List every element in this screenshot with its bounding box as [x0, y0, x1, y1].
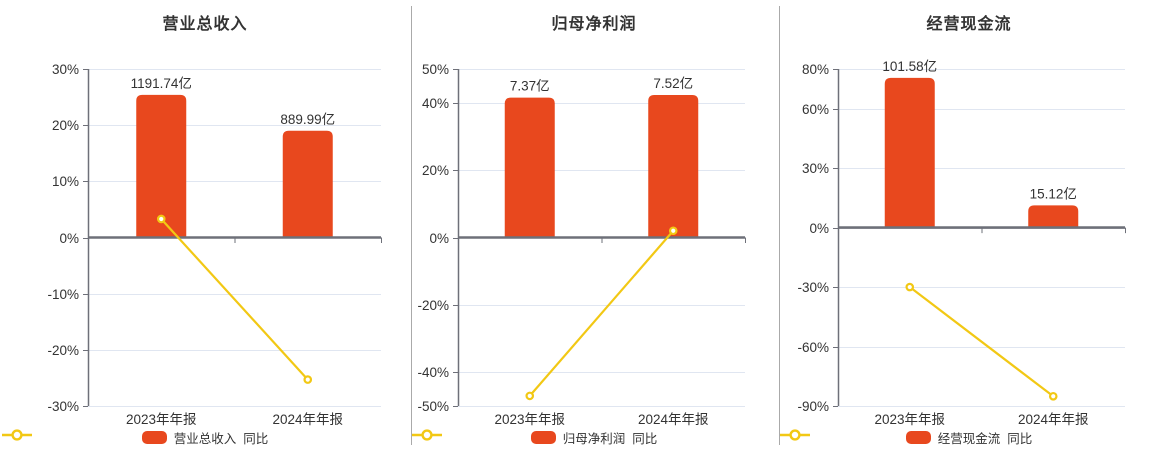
bar-value-label: 7.52亿: [653, 76, 693, 91]
yoy-marker: [525, 391, 535, 401]
panel-plot: 50% 40% 20% 0% -20% -40% -50% 7.37亿 7.52亿 2023年年报…: [417, 62, 746, 427]
y-tick-label: 40%: [422, 96, 449, 111]
y-tick-label: -50%: [417, 399, 449, 414]
yoy-line: [160, 218, 309, 381]
y-tick-label: 30%: [52, 62, 79, 77]
legend-line-marker-icon: [2, 429, 32, 441]
yoy-marker: [668, 226, 678, 236]
legend-line-label: 同比: [632, 431, 658, 446]
yoy-line: [528, 230, 675, 397]
legend-bar-swatch-icon: [905, 430, 931, 444]
bar-1: [136, 94, 187, 238]
bar-1: [504, 97, 555, 238]
legend-line-marker-icon: [780, 429, 810, 441]
x-category-label: 2024年年报: [272, 412, 343, 427]
legend-bar-label: 经营现金流: [937, 431, 1001, 446]
x-category-label: 2023年年报: [874, 412, 945, 427]
bar-value-label: 7.37亿: [510, 79, 550, 94]
y-tick-label: 10%: [52, 174, 79, 189]
legend-bar-swatch-icon: [530, 430, 556, 444]
yoy-marker: [156, 214, 166, 224]
bar-value-label: 15.12亿: [1030, 186, 1077, 201]
chart-panel-3: 经营现金流 80% 60% 30% 0% -30% -60% -90% 101.58亿 15.12…: [778, 0, 1160, 450]
bar-2: [282, 130, 333, 238]
panel-divider-2: [778, 6, 780, 445]
panel-plot: 30% 20% 10% 0% -10% -20% -30% 1191.74亿 889.99亿 20…: [47, 62, 382, 427]
x-category-label: 2023年年报: [494, 412, 565, 427]
bar-value-label: 889.99亿: [280, 112, 335, 127]
chart-panel-1: 营业总收入 30% 20% 10% 0% -10% -20% -30% 1191.74亿 889.…: [0, 0, 410, 450]
x-category-label: 2024年年报: [1018, 412, 1089, 427]
y-tick-label: 60%: [802, 102, 829, 117]
legend-bar-swatch-icon: [141, 430, 167, 444]
panel-legend: 归母净利润 同比: [410, 428, 778, 446]
y-tick-label: -90%: [797, 399, 829, 414]
y-tick-label: -30%: [47, 399, 79, 414]
bar-value-label: 101.58亿: [882, 59, 937, 74]
x-category-label: 2023年年报: [126, 412, 197, 427]
bar-2: [1028, 205, 1079, 228]
y-tick-label: 20%: [422, 163, 449, 178]
y-tick-label: 80%: [802, 62, 829, 77]
panel-plot: 80% 60% 30% 0% -30% -60% -90% 101.58亿 15.12亿 2023…: [797, 59, 1126, 427]
legend-bar-label: 营业总收入: [173, 431, 237, 446]
panel-legend: 营业总收入 同比: [0, 428, 410, 446]
bar-value-label: 1191.74亿: [131, 76, 192, 91]
yoy-marker: [303, 375, 313, 384]
y-tick-label: -20%: [417, 298, 449, 313]
y-tick-label: 30%: [802, 161, 829, 176]
yoy-line: [909, 286, 1054, 398]
yoy-marker: [905, 282, 915, 292]
y-tick-label: -30%: [797, 280, 829, 295]
y-tick-label: -60%: [797, 340, 829, 355]
y-tick-label: 0%: [809, 221, 829, 236]
bar-1: [884, 77, 935, 228]
yoy-marker: [1048, 391, 1058, 401]
legend-line-label: 同比: [243, 431, 269, 446]
y-tick-label: -10%: [47, 287, 79, 302]
y-tick-label: -40%: [417, 365, 449, 380]
y-tick-label: 50%: [422, 62, 449, 77]
chart-panel-2: 归母净利润 50% 40% 20% 0% -20% -40% -50% 7.37亿 7.52亿 20…: [410, 0, 778, 450]
y-tick-label: -20%: [47, 343, 79, 358]
legend-bar-label: 归母净利润: [562, 431, 626, 446]
legend-line-marker-icon: [412, 429, 442, 441]
y-tick-label: 0%: [59, 231, 79, 246]
panel-title: 归母净利润: [551, 16, 637, 33]
panel-divider-1: [410, 6, 412, 445]
legend-line-label: 同比: [1007, 431, 1033, 446]
panel-legend: 经营现金流 同比: [778, 428, 1160, 446]
y-tick-label: 20%: [52, 118, 79, 133]
panel-title: 营业总收入: [162, 16, 248, 33]
y-tick-label: 0%: [429, 231, 449, 246]
bar-2: [648, 94, 699, 238]
x-category-label: 2024年年报: [638, 412, 709, 427]
panel-title: 经营现金流: [926, 16, 1012, 33]
